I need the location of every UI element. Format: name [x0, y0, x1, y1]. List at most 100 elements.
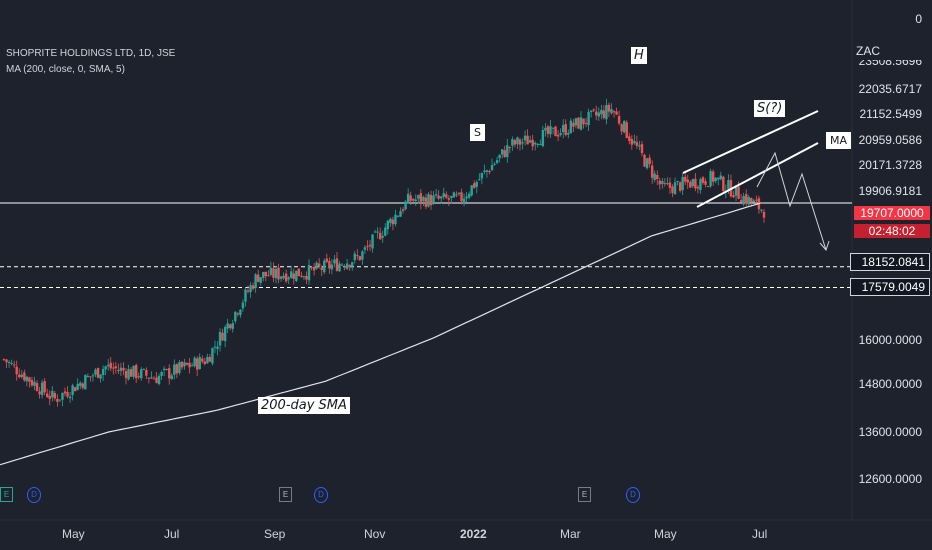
candle-body: [564, 124, 567, 135]
candle-body: [633, 140, 636, 144]
candle-body: [284, 273, 288, 282]
candle-body: [391, 219, 395, 225]
candle-body: [368, 244, 372, 247]
axis-label: 13600.0000: [858, 425, 922, 439]
candle-body: [384, 227, 387, 236]
candle-body: [279, 276, 283, 279]
candle-body: [531, 139, 534, 147]
symbol-legend[interactable]: SHOPRITE HOLDINGS LTD, 1D, JSE: [6, 48, 176, 59]
candle-body: [406, 193, 410, 204]
candle-body: [170, 375, 173, 380]
candle-body: [691, 179, 695, 187]
candle-body: [650, 165, 654, 178]
candle-body: [493, 163, 496, 165]
candle-body: [89, 376, 92, 378]
candle-body: [478, 179, 481, 181]
earnings-marker[interactable]: E: [0, 487, 13, 502]
axis-label: 20171.3728: [858, 158, 922, 172]
axis-label: 14800.0000: [858, 377, 922, 391]
candle-body: [610, 109, 613, 114]
candle-body: [328, 260, 331, 269]
candle-body: [96, 368, 100, 378]
candle-body: [656, 174, 659, 180]
candle-body: [150, 377, 153, 379]
candle-body: [226, 323, 229, 329]
earnings-marker[interactable]: E: [279, 487, 292, 502]
candle-body: [711, 171, 715, 182]
candle-body: [282, 275, 285, 279]
candle-body: [81, 383, 84, 388]
candle-body: [348, 264, 351, 267]
candle-body: [168, 368, 171, 379]
candle-body: [719, 175, 722, 180]
dividend-marker[interactable]: D: [27, 487, 41, 503]
candle-body: [15, 366, 18, 375]
candle-body: [300, 275, 303, 277]
candle-body: [689, 181, 692, 188]
candle-body: [752, 200, 756, 203]
candle-body: [119, 367, 123, 371]
candle-body: [584, 122, 588, 124]
channel-upper-line: [682, 110, 819, 174]
candle-body: [579, 117, 583, 130]
candle-body: [427, 194, 430, 207]
candle-body: [218, 332, 222, 346]
candle-body: [706, 186, 710, 188]
candle-body: [490, 164, 494, 171]
dividend-marker[interactable]: D: [314, 487, 328, 503]
candle-body: [180, 361, 184, 368]
candle-body: [412, 199, 415, 201]
candle-body: [567, 133, 570, 135]
channel-lower-line: [696, 142, 819, 208]
candle-body: [747, 197, 750, 205]
candle-body: [63, 391, 67, 394]
candle-body: [437, 195, 440, 199]
currency-label: ZAC: [856, 44, 880, 58]
candle-body: [597, 112, 600, 117]
candle-body: [140, 369, 143, 379]
candle-body: [216, 346, 219, 349]
candle-body: [394, 214, 397, 225]
candle-body: [356, 255, 359, 257]
x-tick-label: Mar: [560, 527, 581, 541]
current-price-badge: 19707.0000: [854, 206, 930, 220]
candle-body: [351, 262, 354, 267]
price-axis[interactable]: 0 ZAC 23508.5696 22035.6717 21152.5499 2…: [850, 0, 932, 520]
left-shoulder-label: S: [470, 124, 485, 141]
level-label: 17579.0049: [850, 278, 930, 296]
candle-body: [234, 311, 237, 322]
candle-body: [473, 183, 476, 188]
candle-body: [696, 186, 700, 189]
candle-body: [658, 180, 661, 185]
candle-body: [40, 382, 44, 396]
candle-body: [396, 215, 400, 217]
level-label: 18152.0841: [850, 253, 930, 271]
candle-body: [554, 126, 557, 137]
candle-body: [528, 140, 532, 143]
indicator-legend[interactable]: MA (200, close, 0, SMA, 5): [6, 64, 125, 75]
candle-body: [523, 135, 527, 141]
candle-body: [56, 398, 59, 402]
candle-body: [450, 196, 453, 198]
projection-path: [756, 151, 827, 251]
candle-body: [625, 122, 628, 138]
candle-body: [511, 138, 514, 146]
dividend-marker[interactable]: D: [626, 487, 640, 503]
candle-body: [256, 274, 260, 282]
candle-body: [152, 378, 156, 380]
candle-body: [582, 118, 585, 125]
candle-body: [239, 309, 242, 316]
earnings-marker[interactable]: E: [578, 487, 591, 502]
candle-body: [534, 142, 537, 145]
candle-body: [546, 126, 550, 134]
candle-body: [722, 176, 725, 191]
candle-body: [358, 256, 362, 261]
candle-body: [213, 346, 217, 348]
candle-body: [335, 258, 339, 271]
candle-body: [373, 231, 377, 233]
x-tick-label: Jul: [752, 527, 768, 541]
candle-body: [315, 262, 318, 269]
candle-body: [663, 183, 667, 185]
candle-body: [310, 267, 313, 269]
